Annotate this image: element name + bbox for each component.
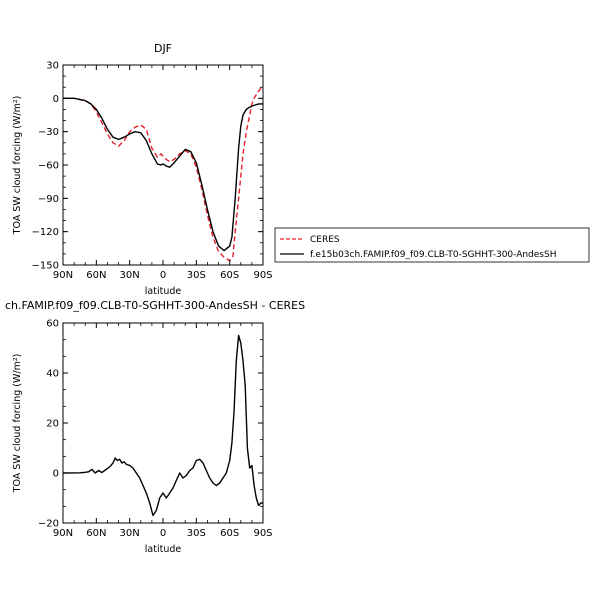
y-tick-label: −30 bbox=[38, 127, 59, 138]
x-tick-label: 90S bbox=[253, 528, 272, 539]
x-tick-label: 60N bbox=[86, 528, 106, 539]
y-tick-label: 30 bbox=[46, 61, 59, 72]
y-tick-label: 20 bbox=[46, 419, 59, 430]
series-line-0 bbox=[62, 334, 263, 517]
y-tick-label: −120 bbox=[32, 227, 59, 238]
panel-top: DJF 90N 60N 30N 0 30S 60S 90S 30 0 −30 −60 −90 −120 −… bbox=[12, 42, 273, 297]
y-tick-label: −20 bbox=[38, 519, 59, 530]
x-tick-label: 30N bbox=[120, 270, 140, 281]
x-tick-label: 60N bbox=[86, 270, 106, 281]
chart-title: ch.FAMIP.f09_f09.CLB-T0-SGHHT-300-AndesS… bbox=[5, 299, 305, 312]
y-tick-label: 40 bbox=[46, 369, 59, 380]
y-axis-label: TOA SW cloud forcing (W/m²) bbox=[12, 96, 23, 236]
legend-box bbox=[274, 227, 590, 263]
plot-frame bbox=[62, 64, 264, 266]
y-tick-label: −60 bbox=[38, 161, 59, 172]
x-tick-label: 30S bbox=[187, 270, 206, 281]
legend-label-ceres: CERES bbox=[310, 235, 340, 245]
x-tick-label: 60S bbox=[220, 270, 239, 281]
x-tick-label: 0 bbox=[160, 270, 166, 281]
y-tick-label: 60 bbox=[46, 319, 59, 330]
x-tick-label: 90S bbox=[253, 270, 272, 281]
series-line-1 bbox=[63, 97, 263, 252]
legend: CERES f.e15b03ch.FAMIP.f09_f09.CLB-T0-SG… bbox=[274, 227, 590, 263]
y-tick-label: 0 bbox=[53, 469, 59, 480]
x-tick-label: 90N bbox=[53, 270, 73, 281]
x-axis-label: latitude bbox=[145, 544, 182, 555]
y-tick-label: −90 bbox=[38, 194, 59, 205]
x-tick-label: 30S bbox=[187, 528, 206, 539]
x-tick-label: 60S bbox=[220, 528, 239, 539]
panel-bottom: ch.FAMIP.f09_f09.CLB-T0-SGHHT-300-AndesS… bbox=[5, 299, 305, 555]
x-tick-label: 30N bbox=[120, 528, 140, 539]
y-tick-label: −150 bbox=[32, 261, 59, 272]
series-line-0 bbox=[63, 87, 264, 262]
x-axis-label: latitude bbox=[145, 286, 182, 297]
x-tick-label: 0 bbox=[160, 528, 166, 539]
y-tick-label: 0 bbox=[53, 94, 59, 105]
x-tick-label: 90N bbox=[53, 528, 73, 539]
y-axis-label: TOA SW cloud forcing (W/m²) bbox=[12, 354, 23, 494]
legend-label-model: f.e15b03ch.FAMIP.f09_f09.CLB-T0-SGHHT-30… bbox=[310, 250, 556, 260]
chart-title: DJF bbox=[154, 42, 172, 55]
